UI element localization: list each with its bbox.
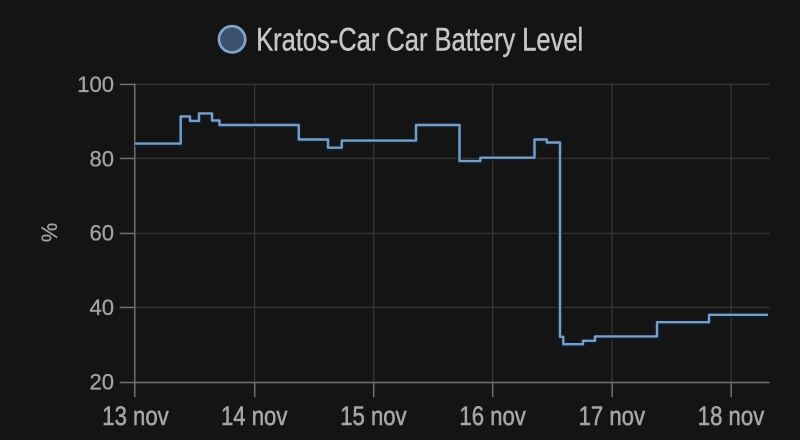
svg-text:80: 80 bbox=[90, 146, 114, 171]
svg-text:17 nov: 17 nov bbox=[579, 402, 646, 432]
svg-text:13 nov: 13 nov bbox=[102, 402, 169, 432]
svg-text:14 nov: 14 nov bbox=[221, 402, 288, 432]
svg-text:18 nov: 18 nov bbox=[698, 402, 765, 432]
svg-text:20: 20 bbox=[90, 370, 114, 395]
svg-text:Kratos-Car Car Battery Level: Kratos-Car Car Battery Level bbox=[256, 22, 583, 58]
svg-text:15 nov: 15 nov bbox=[340, 402, 407, 432]
svg-text:16 nov: 16 nov bbox=[459, 402, 526, 432]
svg-text:100: 100 bbox=[77, 72, 114, 97]
svg-text:60: 60 bbox=[90, 221, 114, 246]
svg-text:%: % bbox=[37, 223, 62, 243]
svg-text:40: 40 bbox=[90, 295, 114, 320]
